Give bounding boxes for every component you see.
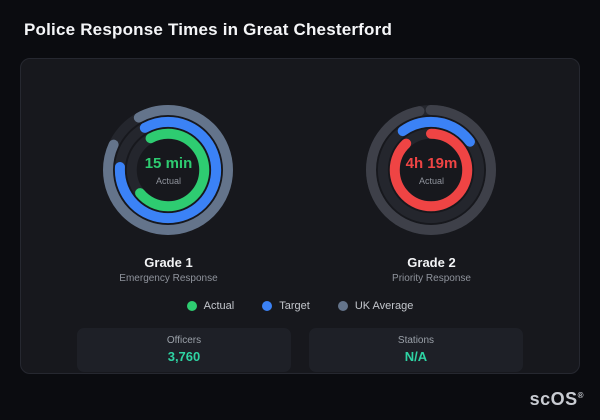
legend-label-actual: Actual — [203, 300, 235, 312]
stat-officers-value: 3,760 — [167, 349, 201, 364]
chart-legend: Actual Target UK Average — [37, 300, 563, 312]
stat-stations-value: N/A — [404, 349, 428, 364]
registered-trademark-icon: ® — [577, 391, 584, 400]
legend-dot-actual-icon — [186, 301, 197, 311]
legend-item-target[interactable]: Target — [262, 300, 310, 312]
stats-row: Officers 3,760 Stations N/A — [77, 328, 523, 372]
legend-item-uk-average[interactable]: UK Average — [337, 300, 414, 312]
gauge-subtitle-grade-2: Priority Response — [392, 273, 471, 284]
gauge-subtitle-grade-1: Emergency Response — [119, 273, 218, 284]
legend-item-actual[interactable]: Actual — [186, 300, 235, 312]
scos-logo-text: scOS — [529, 389, 578, 409]
page-title: Police Response Times in Great Chesterfo… — [24, 20, 393, 39]
gauge-grade-1: 15 min Actual Grade 1 Emergency Response — [48, 95, 290, 284]
page-header: Police Response Times in Great Chesterfo… — [0, 0, 600, 50]
legend-dot-uk-average-icon — [337, 301, 348, 311]
scos-logo: scOS® — [530, 389, 584, 410]
legend-label-uk-average: UK Average — [354, 300, 414, 312]
legend-label-target: Target — [279, 300, 310, 312]
gauges-row: 15 min Actual Grade 1 Emergency Response… — [37, 95, 563, 284]
stat-officers-label: Officers — [166, 335, 202, 346]
stat-officers: Officers 3,760 — [77, 328, 291, 372]
stat-stations-label: Stations — [397, 335, 435, 346]
response-times-card: 15 min Actual Grade 1 Emergency Response… — [20, 58, 580, 374]
gauge-title-grade-2: Grade 2 — [407, 255, 456, 270]
gauge-chart-grade-2: 4h 19m Actual — [356, 95, 506, 245]
gauge-title-grade-1: Grade 1 — [144, 255, 193, 270]
legend-dot-target-icon — [262, 301, 273, 311]
gauge-chart-grade-1: 15 min Actual — [93, 95, 243, 245]
stat-stations: Stations N/A — [309, 328, 523, 372]
gauge-grade-2: 4h 19m Actual Grade 2 Priority Response — [311, 95, 553, 284]
